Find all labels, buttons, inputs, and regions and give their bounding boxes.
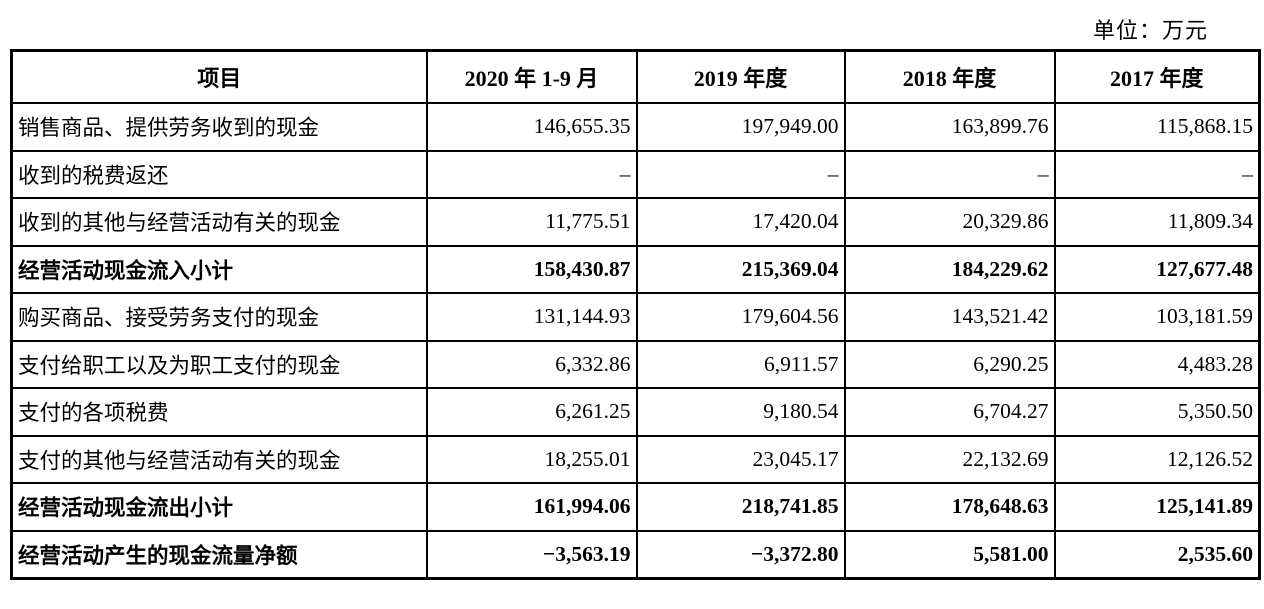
table-body: 销售商品、提供劳务收到的现金 146,655.35 197,949.00 163,89… [10, 102, 1261, 580]
table-row: 支付的其他与经营活动有关的现金 18,255.01 23,045.17 22,132.… [10, 434, 1261, 484]
table-row: 经营活动现金流入小计 158,430.87 215,369.04 184,229.62… [10, 244, 1261, 294]
column-header-2017: 2017 年度 [1053, 49, 1261, 104]
row-value: 4,483.28 [1053, 339, 1261, 389]
row-value: 6,704.27 [843, 387, 1056, 437]
row-value: 218,741.85 [635, 482, 846, 532]
row-label: 销售商品、提供劳务收到的现金 [10, 102, 428, 152]
row-value: 163,899.76 [843, 102, 1056, 152]
row-label: 支付的各项税费 [10, 387, 428, 437]
row-value: 6,911.57 [635, 339, 846, 389]
table-row: 经营活动产生的现金流量净额 −3,563.19 −3,372.80 5,581.00 2… [10, 529, 1261, 580]
row-value: 20,329.86 [843, 197, 1056, 247]
row-value: – [425, 149, 638, 199]
row-value: 11,775.51 [425, 197, 638, 247]
row-value: 143,521.42 [843, 292, 1056, 342]
row-value: 178,648.63 [843, 482, 1056, 532]
row-value: 18,255.01 [425, 434, 638, 484]
row-value: 22,132.69 [843, 434, 1056, 484]
unit-label: 单位：万元 [1092, 18, 1208, 43]
table-row: 支付给职工以及为职工支付的现金 6,332.86 6,911.57 6,290.25 4… [10, 339, 1261, 389]
row-value: – [843, 149, 1056, 199]
row-value: – [635, 149, 846, 199]
row-value: 197,949.00 [635, 102, 846, 152]
row-value: 9,180.54 [635, 387, 846, 437]
row-value: 103,181.59 [1053, 292, 1261, 342]
table-row: 支付的各项税费 6,261.25 9,180.54 6,704.27 5,350.50 [10, 387, 1261, 437]
row-value: 158,430.87 [425, 244, 638, 294]
row-value: 23,045.17 [635, 434, 846, 484]
cash-flow-table: 项目 2020 年 1-9 月 2019 年度 2018 年度 2017 年度 … [10, 49, 1261, 580]
row-value: 146,655.35 [425, 102, 638, 152]
row-value: 6,332.86 [425, 339, 638, 389]
column-header-item: 项目 [10, 49, 428, 104]
row-value: 17,420.04 [635, 197, 846, 247]
row-label: 经营活动现金流入小计 [10, 244, 428, 294]
row-label: 支付的其他与经营活动有关的现金 [10, 434, 428, 484]
row-value: 127,677.48 [1053, 244, 1261, 294]
row-value: −3,372.80 [635, 529, 846, 580]
table-row: 销售商品、提供劳务收到的现金 146,655.35 197,949.00 163,89… [10, 102, 1261, 152]
column-header-2018: 2018 年度 [843, 49, 1056, 104]
row-value: 131,144.93 [425, 292, 638, 342]
row-label: 购买商品、接受劳务支付的现金 [10, 292, 428, 342]
row-value: 6,261.25 [425, 387, 638, 437]
row-value: 184,229.62 [843, 244, 1056, 294]
row-label: 支付给职工以及为职工支付的现金 [10, 339, 428, 389]
table-row: 收到的税费返还 – – – – [10, 149, 1261, 199]
table-row: 购买商品、接受劳务支付的现金 131,144.93 179,604.56 143,52… [10, 292, 1261, 342]
row-value: – [1053, 149, 1261, 199]
row-value: 179,604.56 [635, 292, 846, 342]
row-value: −3,563.19 [425, 529, 638, 580]
row-value: 11,809.34 [1053, 197, 1261, 247]
row-label: 收到的税费返还 [10, 149, 428, 199]
row-value: 5,581.00 [843, 529, 1056, 580]
column-header-2019: 2019 年度 [635, 49, 846, 104]
row-value: 6,290.25 [843, 339, 1056, 389]
row-value: 125,141.89 [1053, 482, 1261, 532]
row-value: 115,868.15 [1053, 102, 1261, 152]
table-row: 收到的其他与经营活动有关的现金 11,775.51 17,420.04 20,329.… [10, 197, 1261, 247]
table-row: 经营活动现金流出小计 161,994.06 218,741.85 178,648.63… [10, 482, 1261, 532]
row-value: 161,994.06 [425, 482, 638, 532]
column-header-2020: 2020 年 1-9 月 [425, 49, 638, 104]
row-value: 215,369.04 [635, 244, 846, 294]
row-value: 12,126.52 [1053, 434, 1261, 484]
header-row: 项目 2020 年 1-9 月 2019 年度 2018 年度 2017 年度 [10, 49, 1261, 104]
row-value: 2,535.60 [1053, 529, 1261, 580]
row-label: 收到的其他与经营活动有关的现金 [10, 197, 428, 247]
row-value: 5,350.50 [1053, 387, 1261, 437]
row-label: 经营活动现金流出小计 [10, 482, 428, 532]
row-label: 经营活动产生的现金流量净额 [10, 529, 428, 580]
